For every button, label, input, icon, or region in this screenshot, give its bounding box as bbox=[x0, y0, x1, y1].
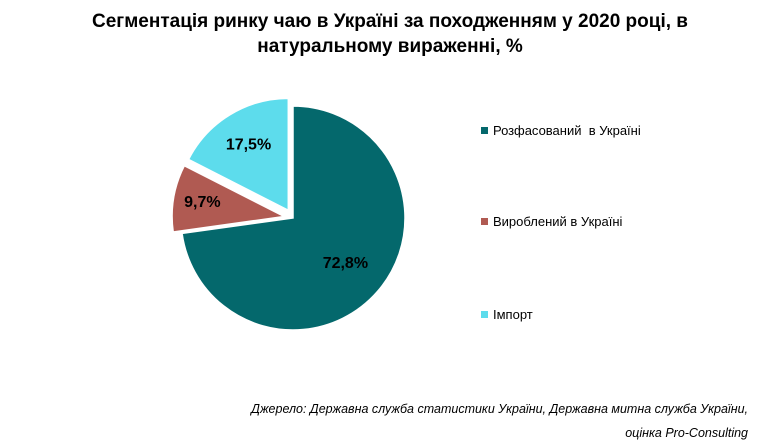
source-note: Джерело: Державна служба статистики Укра… bbox=[251, 397, 748, 445]
legend-swatch-import bbox=[481, 311, 488, 318]
legend-swatch-produced bbox=[481, 218, 488, 225]
chart-title: Сегментація ринку чаю в Україні за поход… bbox=[40, 9, 740, 59]
legend-label-import: Імпорт bbox=[493, 307, 533, 322]
legend-item-packaged: Розфасований в Україні bbox=[481, 123, 641, 138]
slice-label-import: 17,5% bbox=[226, 137, 271, 154]
chart-title-line-2: натуральному вираженні, % bbox=[257, 36, 523, 57]
legend-label-produced: Вироблений в Україні bbox=[493, 214, 623, 229]
slice-label-produced: 9,7% bbox=[184, 194, 220, 211]
pie-slice-produced bbox=[171, 164, 287, 233]
pie-slice-import bbox=[187, 97, 290, 212]
chart-title-line-1: Сегментація ринку чаю в Україні за поход… bbox=[92, 11, 688, 32]
legend-swatch-packaged bbox=[481, 127, 488, 134]
slice-label-packaged: 72,8% bbox=[323, 255, 368, 272]
source-line-2: оцінка Pro-Consulting bbox=[625, 426, 748, 440]
chart-legend: Розфасований в Україні Вироблений в Укра… bbox=[481, 0, 771, 445]
legend-label-packaged: Розфасований в Україні bbox=[493, 123, 641, 138]
pie-slice-packaged bbox=[181, 105, 406, 331]
legend-item-import: Імпорт bbox=[481, 307, 533, 322]
legend-item-produced: Вироблений в Україні bbox=[481, 214, 622, 229]
source-line-1: Джерело: Державна служба статистики Укра… bbox=[251, 402, 748, 416]
